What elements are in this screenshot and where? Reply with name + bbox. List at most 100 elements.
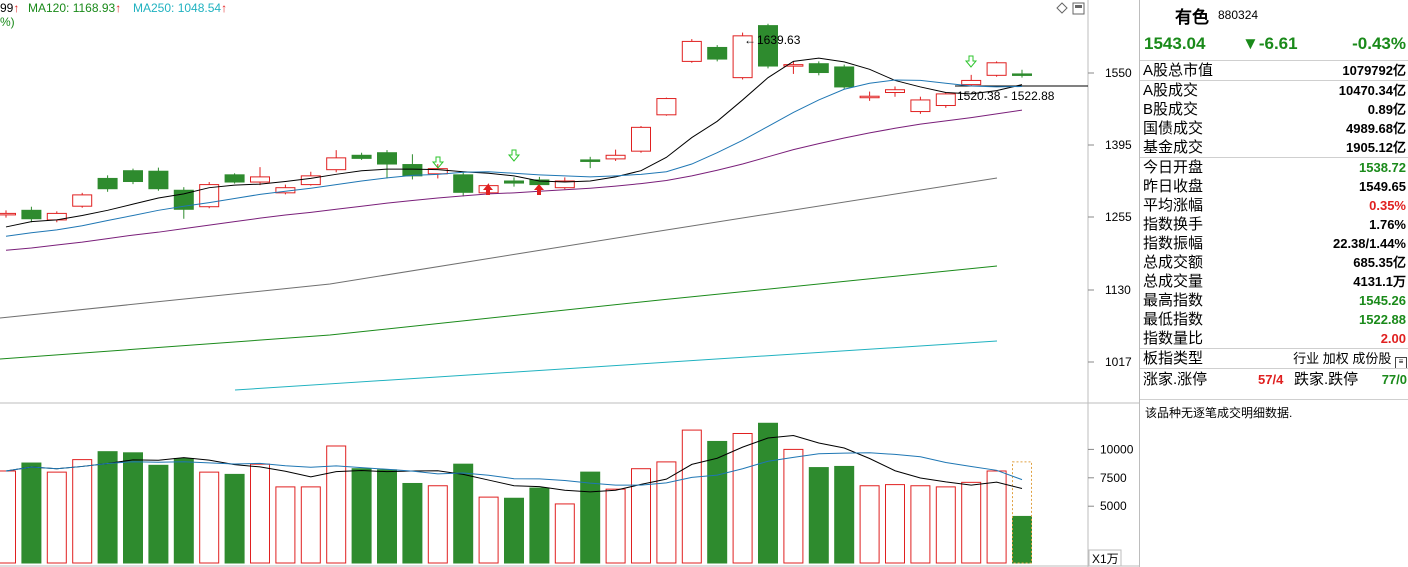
stock-title: 有色 880324 [1140, 0, 1408, 30]
long-moving-averages [0, 85, 1088, 391]
volume-bar [631, 468, 651, 564]
note-divider [1140, 399, 1408, 400]
stat-value: 0.35% [1369, 198, 1406, 213]
stock-name: 有色 [1175, 8, 1209, 27]
volume-bar [427, 485, 448, 564]
volume-bar [707, 440, 728, 564]
price-row: 1543.04 ▼-6.61 -0.43% [1140, 30, 1408, 61]
volume-tick-label: 7500 [1100, 471, 1127, 485]
candle-body [402, 164, 423, 177]
volume-bar [148, 464, 169, 564]
candle-body [123, 170, 143, 183]
volume-bar [758, 422, 778, 564]
candle-body [631, 126, 651, 152]
volume-bar [72, 459, 93, 564]
stat-value: 4989.68亿 [1346, 121, 1406, 136]
vol-unit-box [1088, 549, 1122, 567]
stat-label: 指数量比 [1143, 330, 1204, 347]
stat-row: A股成交 10470.34亿 [1140, 81, 1408, 100]
sell-signal-icon [964, 55, 978, 68]
candle-body [961, 79, 982, 86]
volume-bar [478, 496, 499, 564]
candle-body [250, 176, 270, 183]
candle-body [1012, 73, 1032, 76]
board-type-values[interactable]: 行业 加权 成份股 ≡ [1293, 349, 1407, 369]
ma120-legend: MA120: 1168.93↑ [28, 1, 122, 15]
window-icon-bar [1075, 5, 1082, 8]
price-pct: -0.43% [1352, 34, 1406, 53]
ma10-line [5, 79, 1023, 237]
candle-body [808, 63, 829, 74]
buy-signal-icon [483, 184, 493, 195]
volume-bar [97, 451, 118, 564]
stat-row: A股总市值 1079792亿 [1140, 61, 1408, 80]
current-price: 1543.04 [1144, 34, 1206, 53]
volume-bar [21, 462, 42, 564]
window-icon[interactable] [1072, 2, 1085, 15]
volume-bar [554, 503, 575, 564]
range-label: 1520.38 - 1522.88 [957, 89, 1055, 103]
stat-label: 最高指数 [1143, 292, 1204, 309]
stat-row: 指数换手 1.76% [1140, 215, 1408, 234]
candle-body [453, 174, 474, 193]
volume-bar [529, 487, 550, 564]
volume-bar [199, 471, 220, 564]
volume-bar [275, 486, 296, 564]
candle-body [97, 177, 118, 190]
volume-bar [580, 471, 601, 564]
candle-body [554, 180, 575, 189]
candle-body [326, 157, 347, 171]
stat-label: 最低指数 [1143, 311, 1204, 328]
stat-row: B股成交 0.89亿 [1140, 100, 1408, 119]
candle-body [148, 170, 169, 190]
candle-body [656, 98, 677, 116]
stat-value: 4131.1万 [1353, 274, 1406, 289]
volume-ma10-line [5, 452, 1023, 486]
diamond-icon[interactable] [1056, 2, 1068, 14]
stat-value: 10470.34亿 [1338, 83, 1406, 98]
stat-row: 今日开盘 1538.72 [1140, 158, 1408, 177]
board-type-row: 板指类型 行业 加权 成份股 ≡ [1140, 348, 1408, 369]
volume-bar [326, 445, 347, 564]
stat-row: 最高指数 1545.26 [1140, 291, 1408, 310]
stat-label: 指数换手 [1143, 216, 1204, 233]
stat-value: 1545.26 [1359, 293, 1406, 308]
ma60-line [0, 177, 998, 319]
ma20-line [5, 109, 1023, 251]
price-tick-label: 1130 [1105, 283, 1131, 297]
stat-value: 685.35亿 [1353, 255, 1406, 270]
candle-body [986, 62, 1007, 76]
volume-bar [783, 448, 804, 564]
volume-bar [986, 470, 1007, 564]
volume-bar [1012, 515, 1032, 564]
stat-label: 今日开盘 [1143, 159, 1204, 176]
volume-bar [859, 485, 880, 564]
price-tick-label: 1255 [1105, 210, 1132, 224]
volume-bars [0, 422, 1032, 564]
turnover-section: A股成交 10470.34亿 B股成交 0.89亿 国债成交 4989.68亿 基金成交 19… [1140, 80, 1408, 157]
volume-bar [808, 467, 829, 564]
candle-body [885, 89, 905, 94]
candle-body [224, 174, 245, 183]
stat-row: 最低指数 1522.88 [1140, 310, 1408, 329]
down-count-label: 跌家.跌停 [1294, 371, 1359, 388]
stat-value: 1905.12亿 [1346, 140, 1406, 155]
stat-label: A股成交 [1143, 82, 1199, 99]
candle-body [935, 93, 956, 107]
candle-body [605, 154, 626, 160]
stat-row: 总成交额 685.35亿 [1140, 253, 1408, 272]
quote-panel: 有色 880324 1543.04 ▼-6.61 -0.43% A股总市值 107… [1139, 0, 1408, 567]
market-cap-section: A股总市值 1079792亿 [1140, 61, 1408, 80]
candle-body [758, 25, 778, 67]
stat-value: 1079792亿 [1342, 63, 1406, 78]
volume-bar [453, 463, 474, 564]
stat-label: 基金成交 [1143, 139, 1204, 156]
stat-value: 2.00 [1380, 331, 1406, 346]
candle-body [783, 64, 804, 67]
ma5-line [5, 57, 1023, 228]
volume-bar [834, 465, 855, 564]
sell-signal-icon [507, 149, 521, 162]
volume-forecast-box [1012, 461, 1032, 564]
chart-area[interactable]: 1550 1395 1255 1130 1017 10000 7500 5000 1639.… [0, 0, 1139, 567]
ma250-legend: MA250: 1048.54↑ [133, 1, 228, 15]
